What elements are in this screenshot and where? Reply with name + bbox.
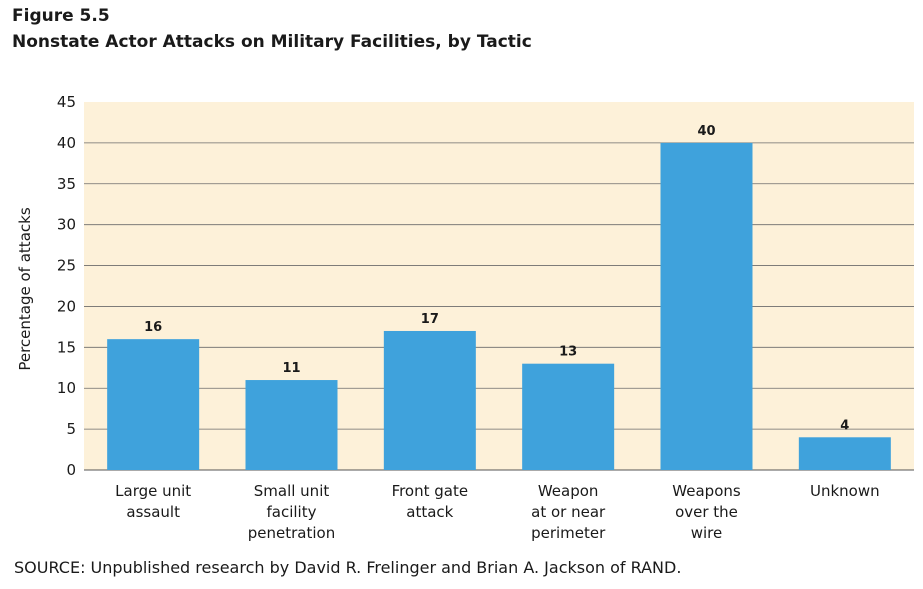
gridlines [84,142,914,471]
bar-value-label: 4 [840,418,849,433]
source-note: SOURCE: Unpublished research by David R.… [14,558,682,577]
y-axis-title: Percentage of attacks [16,207,34,370]
x-axis-labels: Large unit assault Small unit facility penet… [115,482,880,542]
y-tick-label: 5 [66,420,76,438]
y-tick-label: 10 [57,379,76,397]
x-category-label-line: attack [406,503,453,521]
x-category-label-line: Weapon [538,482,599,500]
chart-title: Nonstate Actor Attacks on Military Facil… [12,32,532,52]
bar-value-label: 40 [697,124,715,139]
x-category-label-line: Front gate [392,482,469,500]
x-category-label-line: penetration [248,524,335,542]
y-axis-ticks: 0 5 10 15 20 25 30 35 40 45 [57,93,76,479]
x-category-label-line: perimeter [531,524,606,542]
x-category-label-line: at or near [531,503,606,521]
y-tick-label: 20 [57,297,76,315]
bar [383,330,476,470]
bar [245,380,338,470]
x-category-label: Front gate attack [392,482,469,521]
y-tick-label: 30 [57,216,76,234]
bar [107,339,200,470]
x-category-label: Unknown [810,482,880,500]
y-tick-label: 15 [57,338,76,356]
x-category-label-line: facility [267,503,317,521]
x-category-label-line: Large unit [115,482,191,500]
y-tick-label: 45 [57,93,76,111]
bar-value-label: 13 [559,345,577,360]
x-category-label: Weapon at or near perimeter [531,482,606,542]
x-category-label-line: over the [675,503,738,521]
x-category-label: Weapons over the wire [672,482,741,542]
x-category-label-line: Weapons [672,482,741,500]
bar-value-label: 16 [144,320,162,335]
bar-value-label: 11 [282,361,300,376]
x-category-label-line: wire [691,524,723,542]
figure-label: Figure 5.5 [12,6,110,26]
y-tick-label: 35 [57,175,76,193]
y-tick-label: 40 [57,134,76,152]
x-category-label: Small unit facility penetration [248,482,335,542]
bar [522,363,615,470]
y-tick-label: 0 [66,461,76,479]
x-category-label-line: assault [126,503,180,521]
plot-background [84,102,914,470]
y-tick-label: 25 [57,257,76,275]
bar [660,142,753,470]
x-category-label-line: Small unit [254,482,330,500]
bar-value-label: 17 [421,312,439,327]
x-category-label-line: Unknown [810,482,880,500]
bars: 16 11 17 13 40 4 [107,124,891,470]
x-category-label: Large unit assault [115,482,191,521]
bar [798,437,891,470]
